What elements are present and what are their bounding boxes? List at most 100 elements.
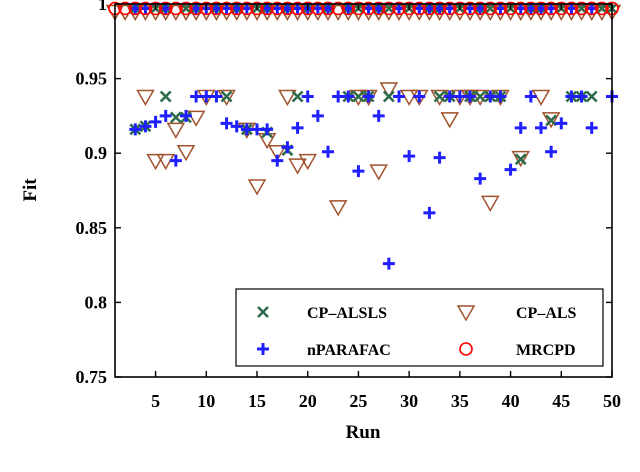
legend-label-cp-alsls: CP–ALSLS	[307, 305, 387, 322]
y-tick-label: 0.85	[76, 218, 108, 238]
x-tick-label: 10	[197, 391, 215, 411]
x-tick-label: 20	[299, 391, 317, 411]
point-mrcpd-13	[229, 1, 244, 16]
point-nparafac-36	[464, 90, 476, 103]
point-cp-als-19	[288, 158, 307, 175]
point-cp-alsls-12	[220, 90, 233, 103]
point-mrcpd-8	[179, 1, 193, 16]
point-nparafac-14	[240, 123, 253, 136]
point-cp-als-44	[541, 112, 561, 129]
point-nparafac-19	[291, 121, 304, 134]
point-cp-als-33	[430, 89, 449, 107]
point-cp-als-9	[186, 110, 206, 127]
point-nparafac-3	[129, 123, 142, 136]
point-cp-als-34	[440, 112, 460, 129]
point-mrcpd-26	[361, 1, 376, 16]
point-nparafac-33	[433, 151, 446, 164]
y-tick-label: 0.9	[85, 143, 108, 163]
point-cp-als-23	[328, 200, 348, 217]
point-mrcpd-9	[189, 1, 203, 16]
point-nparafac-16	[261, 123, 274, 136]
point-cp-als-30	[399, 89, 419, 107]
point-cp-alsls-19	[291, 90, 304, 103]
point-nparafac-41	[514, 121, 527, 134]
point-nparafac-37	[474, 172, 487, 185]
x-axis-label: Run	[346, 422, 381, 443]
point-mrcpd-32	[422, 1, 437, 16]
point-nparafac-20	[301, 90, 314, 103]
point-mrcpd-28	[382, 1, 396, 16]
point-cp-als-6	[156, 153, 176, 171]
point-nparafac-48	[585, 121, 598, 134]
point-cp-als-27	[369, 164, 389, 181]
point-mrcpd-11	[209, 1, 224, 16]
point-nparafac-4	[139, 120, 152, 133]
point-cp-alsls-7	[169, 111, 182, 124]
point-mrcpd-30	[402, 1, 416, 16]
point-nparafac-32	[423, 206, 436, 219]
point-mrcpd-45	[554, 1, 569, 16]
axis-ticks	[115, 3, 613, 378]
x-tick-label: 45	[552, 391, 570, 411]
point-cp-alsls-6	[159, 90, 172, 103]
point-cp-als-20	[298, 153, 318, 171]
point-nparafac-34	[443, 90, 456, 103]
point-cp-alsls-25	[352, 90, 365, 103]
point-mrcpd-7	[169, 1, 183, 16]
x-tick-label: 5	[151, 391, 160, 411]
point-cp-als-18	[278, 89, 297, 107]
y-axis-label: Fit	[20, 178, 41, 202]
point-nparafac-17	[271, 154, 284, 167]
point-mrcpd-36	[463, 1, 477, 16]
point-nparafac-22	[322, 145, 334, 158]
point-cp-als-28	[379, 82, 399, 99]
point-nparafac-40	[504, 163, 517, 176]
point-nparafac-18	[281, 141, 294, 154]
point-nparafac-30	[403, 150, 416, 163]
legend-label-cp-als: CP–ALS	[516, 305, 577, 322]
point-mrcpd-23	[331, 1, 345, 16]
point-cp-als-25	[349, 89, 368, 107]
point-nparafac-11	[210, 90, 223, 103]
point-cp-als-12	[217, 89, 236, 107]
plot-frame	[114, 3, 613, 378]
point-mrcpd-2	[118, 1, 132, 16]
x-tick-label: 35	[451, 391, 469, 411]
tick-labels: 5 10 15 20 25 30 35 40 45 50 0.75 0.8 0.85 0.9 0.95 1	[76, 0, 622, 411]
legend-box	[235, 288, 604, 367]
legend-marker-mrcpd	[459, 342, 473, 356]
point-mrcpd-16	[260, 1, 274, 16]
point-cp-als-43	[531, 89, 551, 107]
y-tick-label: 0.75	[76, 367, 108, 387]
point-nparafac-8	[180, 109, 192, 122]
y-tick-label: 0.8	[85, 292, 108, 312]
x-tick-label: 50	[603, 391, 621, 411]
point-mrcpd-18	[280, 1, 295, 16]
point-cp-als-5	[146, 153, 165, 171]
point-cp-als-7	[166, 122, 186, 139]
point-nparafac-15	[251, 123, 263, 136]
point-nparafac-6	[159, 109, 172, 122]
point-nparafac-43	[535, 121, 547, 134]
point-mrcpd-35	[453, 1, 467, 16]
point-mrcpd-31	[412, 1, 427, 16]
point-nparafac-24	[342, 90, 355, 103]
point-nparafac-13	[230, 120, 243, 133]
point-nparafac-45	[555, 117, 568, 130]
point-nparafac-42	[524, 90, 537, 103]
point-mrcpd-48	[584, 1, 599, 16]
point-nparafac-46	[565, 90, 578, 103]
point-mrcpd-20	[300, 1, 315, 16]
point-mrcpd-46	[564, 1, 579, 16]
point-mrcpd-37	[473, 1, 487, 16]
point-nparafac-31	[413, 90, 426, 103]
y-tick-label: 0.95	[76, 69, 108, 89]
point-nparafac-21	[311, 109, 324, 122]
x-tick-label: 40	[502, 391, 520, 411]
point-nparafac-25	[352, 165, 365, 178]
point-mrcpd-25	[351, 1, 366, 16]
point-mrcpd-42	[524, 1, 538, 16]
point-mrcpd-43	[534, 1, 548, 16]
legend-marker-cp-alsls	[257, 306, 269, 318]
